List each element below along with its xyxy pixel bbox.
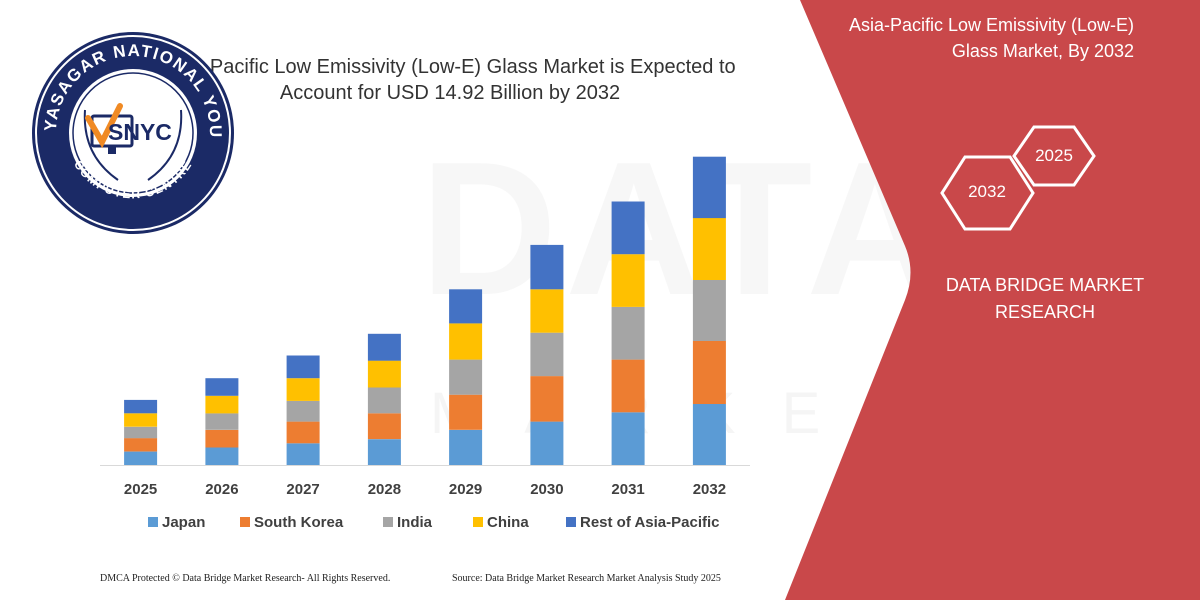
x-tick-label-2027: 2027 (286, 481, 319, 498)
legend-swatch-india (383, 517, 393, 527)
bar-2031-rest-of-asia-pacific (611, 201, 645, 255)
legend-label-japan: Japan (162, 514, 205, 531)
bar-2027-china (286, 378, 320, 401)
red-panel (785, 0, 1200, 600)
bar-2028-south-korea (367, 413, 401, 440)
bar-2027-rest-of-asia-pacific (286, 355, 320, 379)
bar-2028-japan (367, 439, 401, 465)
bar-2026-rest-of-asia-pacific (205, 378, 239, 396)
snyc-logo: VIDYASAGAR NATIONAL YOUTH COMPUTER CENTR… (30, 30, 234, 234)
bar-2032-india (692, 280, 726, 341)
legend-swatch-south-korea (240, 517, 250, 527)
bar-2025-japan (124, 451, 158, 465)
hex-year-2025: 2025 (1035, 146, 1073, 165)
x-tick-label-2030: 2030 (530, 481, 563, 498)
x-tick-label-2029: 2029 (449, 481, 482, 498)
bar-2026-china (205, 395, 239, 414)
chart-title: Asia-Pacific Low Emissivity (Low-E) Glas… (164, 56, 736, 104)
bar-2031-china (611, 254, 645, 307)
bar-2029-rest-of-asia-pacific (449, 289, 483, 324)
bar-2030-rest-of-asia-pacific (530, 244, 564, 290)
svg-text:SNYC: SNYC (108, 119, 172, 145)
x-tick-label-2026: 2026 (205, 481, 238, 498)
footer-source: Source: Data Bridge Market Research Mark… (452, 573, 721, 584)
legend-swatch-japan (148, 517, 158, 527)
bar-2029-india (449, 359, 483, 395)
bar-2030-china (530, 289, 564, 333)
bar-2028-india (367, 387, 401, 414)
legend-label-china: China (487, 514, 529, 531)
bar-2026-india (205, 413, 239, 430)
bar-2032-rest-of-asia-pacific (692, 156, 726, 219)
bar-2031-south-korea (611, 359, 645, 413)
hex-year-2032: 2032 (968, 182, 1006, 201)
stacked-bar-chart: 2025 2026 2027 2028 2029 2030 2031 2032 Japan Sou… (100, 156, 750, 531)
bar-2031-india (611, 306, 645, 360)
bar-2025-china (124, 413, 158, 427)
bar-2032-south-korea (692, 341, 726, 404)
panel-title: Asia-Pacific Low Emissivity (Low-E) Glas… (848, 15, 1134, 61)
bar-2027-south-korea (286, 421, 320, 444)
bar-2032-china (692, 218, 726, 280)
bar-2030-south-korea (530, 376, 564, 422)
bar-2028-rest-of-asia-pacific (367, 333, 401, 361)
legend-label-rest-of-asia-pacific: Rest of Asia-Pacific (580, 514, 720, 531)
bar-2027-japan (286, 443, 320, 465)
hexagon-2032-icon (940, 155, 1035, 231)
bar-2030-india (530, 332, 564, 377)
bar-2025-south-korea (124, 438, 158, 452)
legend-swatch-china (473, 517, 483, 527)
bar-2029-japan (449, 429, 483, 465)
bar-2032-japan (692, 404, 726, 465)
bar-2025-rest-of-asia-pacific (124, 399, 158, 414)
bar-2025-india (124, 426, 158, 439)
x-tick-label-2031: 2031 (611, 481, 644, 498)
bar-2029-china (449, 323, 483, 360)
bar-2030-japan (530, 421, 564, 465)
bar-2027-india (286, 400, 320, 422)
company-name: DATA BRIDGE MARKET RESEARCH (945, 275, 1145, 322)
bar-2026-japan (205, 447, 239, 465)
legend-label-india: India (397, 514, 433, 531)
x-tick-label-2025: 2025 (124, 481, 157, 498)
bar-2029-south-korea (449, 394, 483, 430)
legend-label-south-korea: South Korea (254, 514, 344, 531)
bar-2028-china (367, 360, 401, 388)
bar-2026-south-korea (205, 429, 239, 448)
hexagon-2025-icon (1012, 125, 1096, 187)
x-tick-label-2032: 2032 (693, 481, 726, 498)
footer-copyright: DMCA Protected © Data Bridge Market Rese… (100, 573, 391, 584)
legend-swatch-rest-of-asia-pacific (566, 517, 576, 527)
x-tick-label-2028: 2028 (368, 481, 401, 498)
bar-2031-japan (611, 412, 645, 465)
